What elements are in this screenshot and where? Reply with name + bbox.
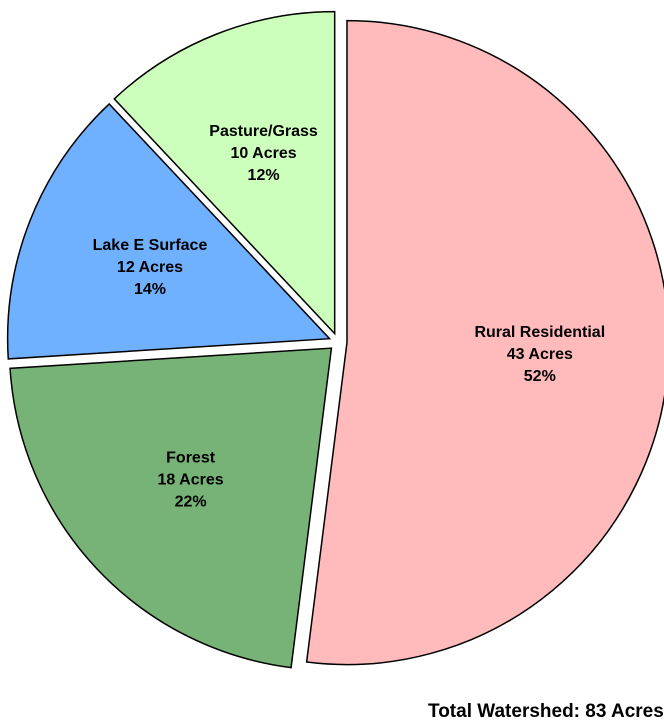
pie-slice <box>305 19 664 666</box>
footer: Total Watershed: 83 Acres <box>428 701 664 722</box>
slice-percent: 12% <box>248 167 280 184</box>
pie-slice <box>6 102 332 360</box>
slice-label: Pasture/Grass <box>209 123 318 140</box>
slice-acres: 12 Acres <box>117 259 183 276</box>
pie-slice <box>9 347 333 669</box>
slice-acres: 10 Acres <box>231 145 297 162</box>
pie-slice <box>113 10 336 336</box>
slice-acres: 18 Acres <box>158 472 224 489</box>
slice-acres: 43 Acres <box>507 346 573 363</box>
slice-label: Rural Residential <box>474 324 605 341</box>
slice-percent: 22% <box>175 494 207 511</box>
slice-percent: 52% <box>524 368 556 385</box>
slice-label: Lake E Surface <box>93 237 208 254</box>
slice-label: Forest <box>166 450 216 467</box>
slice-percent: 14% <box>134 281 166 298</box>
